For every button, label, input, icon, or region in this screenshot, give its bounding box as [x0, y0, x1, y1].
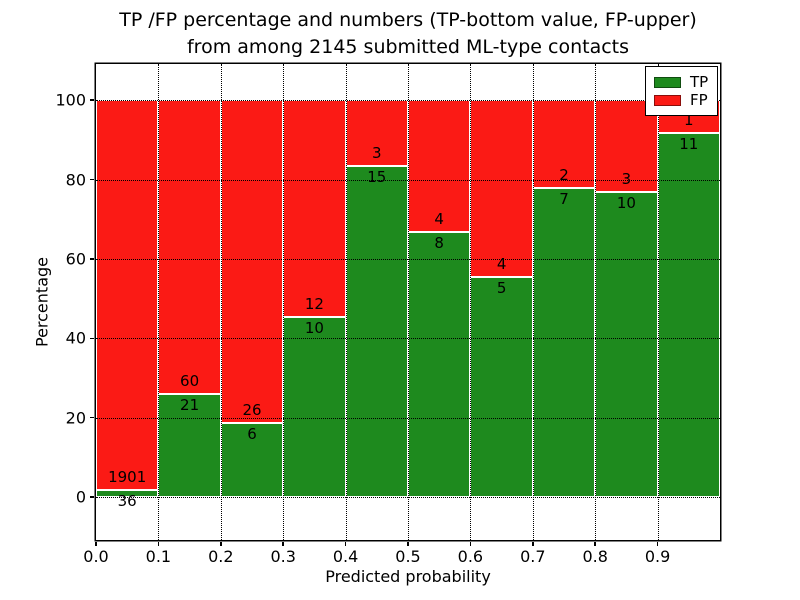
x-tick-mark — [532, 542, 534, 546]
vertical-gridline — [408, 64, 409, 540]
vertical-gridline — [220, 64, 222, 540]
y-tick-label: 0 — [75, 487, 86, 507]
tp-count-label: 21 — [180, 396, 200, 415]
legend-label-fp: FP — [690, 91, 708, 109]
fp-bar-segment — [470, 100, 533, 277]
fp-count-label: 4 — [434, 210, 444, 229]
tp-bar-segment — [470, 276, 533, 498]
x-tick-mark — [594, 542, 596, 546]
x-tick-label: 0.3 — [270, 547, 296, 566]
tp-count-label: 8 — [434, 234, 444, 253]
x-tick-label: 0.8 — [582, 547, 608, 566]
x-tick-mark — [407, 542, 409, 546]
y-tick-label: 60 — [65, 249, 86, 269]
vertical-gridline — [158, 64, 160, 540]
fp-count-label: 3 — [372, 144, 382, 163]
chart-title: TP /FP percentage and numbers (TP-bottom… — [96, 7, 720, 61]
x-tick-mark — [282, 542, 284, 546]
y-tick-mark — [90, 258, 94, 260]
tp-count-label: 6 — [247, 424, 257, 443]
fp-color-swatch — [654, 94, 681, 106]
x-tick-label: 0.0 — [83, 547, 109, 566]
tp-color-swatch — [654, 76, 681, 88]
x-tick-label: 0.6 — [457, 547, 484, 566]
fp-count-label: 1 — [684, 111, 694, 130]
tp-bar-segment — [532, 188, 596, 498]
x-axis-label: Predicted probability — [325, 567, 491, 586]
tp-count-label: 11 — [679, 135, 699, 154]
tp-count-label: 7 — [559, 190, 569, 209]
tp-count-label: 10 — [616, 193, 636, 212]
x-tick-mark — [656, 542, 659, 546]
x-tick-mark — [220, 542, 222, 546]
vertical-gridline — [657, 64, 659, 540]
y-tick-label: 40 — [65, 328, 86, 348]
x-tick-label: 0.1 — [145, 547, 172, 566]
fp-count-label: 4 — [496, 254, 507, 273]
y-tick-label: 100 — [55, 90, 86, 110]
legend-item-tp: TP — [654, 74, 708, 90]
x-tick-label: 0.9 — [644, 547, 671, 566]
tp-count-label: 15 — [367, 168, 387, 187]
fp-count-label: 2 — [559, 166, 569, 185]
x-tick-mark — [344, 542, 347, 546]
fp-count-label: 60 — [180, 372, 200, 391]
vertical-gridline — [345, 64, 347, 540]
x-tick-mark — [95, 542, 97, 546]
chart-title-line2: from among 2145 submitted ML-type contac… — [186, 36, 630, 58]
tp-bar-segment — [283, 316, 346, 498]
tp-bar-segment — [657, 133, 720, 498]
y-axis-label: Percentage — [32, 256, 52, 348]
vertical-gridline — [532, 64, 534, 540]
fp-bar-segment — [220, 100, 284, 423]
tp-bar-segment — [345, 166, 408, 498]
fp-count-label: 12 — [304, 294, 324, 313]
tp-bar-segment — [595, 191, 658, 498]
y-tick-mark — [90, 99, 94, 101]
chart-title-line1: TP /FP percentage and numbers (TP-bottom… — [119, 9, 697, 31]
y-tick-label: 80 — [65, 170, 86, 190]
fp-count-label: 26 — [242, 400, 262, 419]
tp-count-label: 5 — [496, 278, 507, 297]
plot-area: 1901 36 60 21 26 6 12 10 3 15 4 8 4 5 2 7 3 10 1 11 — [96, 64, 720, 540]
y-tick-mark — [90, 178, 94, 181]
vertical-gridline — [470, 64, 472, 540]
vertical-gridline — [283, 64, 285, 540]
fp-count-label: 1901 — [108, 467, 147, 486]
legend: TP FP — [645, 66, 719, 116]
x-tick-label: 0.2 — [208, 547, 234, 566]
y-tick-mark — [90, 337, 94, 340]
fp-bar-segment — [96, 100, 159, 490]
tp-count-label: 36 — [117, 491, 137, 510]
legend-item-fp: FP — [654, 92, 708, 108]
fp-count-label: 3 — [621, 169, 632, 188]
legend-label-tp: TP — [690, 73, 709, 91]
y-tick-label: 20 — [65, 408, 86, 428]
fp-bar-segment — [158, 100, 221, 395]
y-tick-mark — [90, 496, 94, 498]
vertical-gridline — [595, 64, 597, 540]
x-tick-label: 0.7 — [520, 547, 546, 566]
x-tick-mark — [469, 542, 472, 546]
y-tick-mark — [90, 416, 94, 419]
x-tick-mark — [157, 542, 160, 546]
tp-count-label: 10 — [304, 318, 324, 337]
x-tick-label: 0.4 — [332, 547, 359, 566]
tp-bar-segment — [408, 232, 471, 498]
fp-bar-segment — [283, 100, 346, 317]
x-tick-label: 0.5 — [395, 547, 421, 566]
